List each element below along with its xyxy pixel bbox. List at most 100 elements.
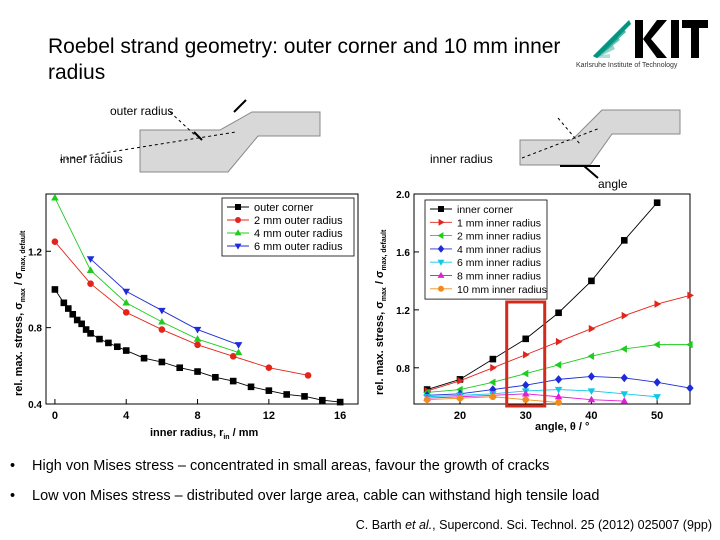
legend-marker [235, 217, 241, 223]
data-point [653, 199, 661, 206]
data-point [122, 288, 131, 296]
data-point [69, 310, 77, 318]
bullet-symbol: • [10, 458, 16, 474]
data-point [620, 345, 627, 353]
legend-label: 2 mm inner radius [457, 231, 541, 243]
data-point [194, 368, 201, 375]
data-point [78, 320, 85, 328]
citation-rest: , Supercond. Sci. Technol. 25 (2012) 025… [432, 518, 712, 532]
data-point [87, 280, 94, 288]
label-inner-radius-left: inner radius [60, 152, 123, 166]
data-point [523, 350, 530, 359]
y-tick-label: 0.8 [28, 324, 42, 335]
data-point [229, 377, 237, 385]
data-point [60, 299, 68, 307]
data-point [86, 266, 95, 274]
data-point [105, 339, 112, 347]
data-point [193, 326, 202, 334]
legend-marker [234, 229, 242, 236]
chart-right-series [423, 199, 694, 406]
logo-subtitle: Karlsruhe Institute of Technology [576, 62, 678, 69]
data-point [301, 393, 308, 400]
data-point [620, 397, 629, 404]
legend-label: 4 mm inner radius [457, 244, 541, 256]
slide-title: Roebel strand geometry: outer corner and… [48, 35, 561, 84]
y-tick-label: 1.2 [28, 247, 42, 258]
data-point [588, 324, 596, 333]
data-point [654, 300, 662, 308]
x-tick-label: 30 [520, 410, 532, 422]
legend-label: 2 mm outer radius [254, 215, 343, 227]
data-point [489, 393, 497, 401]
series-line [427, 202, 658, 390]
data-point [114, 343, 121, 351]
data-point [265, 387, 273, 394]
data-point [620, 373, 628, 383]
data-point [653, 394, 661, 401]
data-point [686, 340, 693, 349]
legend-marker [437, 259, 445, 266]
legend-label: inner corner [457, 204, 514, 216]
label-outer-radius: outer radius [110, 104, 173, 118]
label-angle: angle [598, 177, 628, 191]
data-point [158, 358, 166, 366]
x-tick-label: 12 [263, 410, 275, 422]
citation-author: C. Barth [355, 518, 402, 532]
legend-marker [438, 285, 444, 292]
legend-marker [234, 243, 242, 250]
data-point [193, 335, 202, 342]
data-point [234, 342, 243, 349]
legend-label: outer corner [254, 202, 314, 214]
data-point [51, 286, 59, 293]
legend-marker [437, 271, 445, 278]
legend-marker [437, 245, 445, 253]
data-point [304, 372, 312, 379]
data-point [522, 396, 530, 403]
data-point [73, 316, 81, 324]
data-point [283, 391, 290, 398]
bullet-text-2: Low von Mises stress – distributed over … [32, 488, 600, 504]
data-point [194, 341, 201, 349]
data-point [96, 335, 103, 343]
geometry-diagram-left: outer radius inner radius [59, 99, 321, 173]
citation: C. Barth et al., Supercond. Sci. Technol… [356, 518, 712, 532]
data-point [122, 298, 131, 306]
data-point [212, 373, 219, 381]
y-tick-label: 1.2 [396, 306, 410, 317]
data-point [587, 388, 596, 395]
chart-left-ylabel: rel. max. stress, σmax / σmax, default [13, 230, 27, 396]
legend-label: 1 mm inner radius [457, 217, 541, 229]
data-point [522, 335, 530, 343]
chart-left-xlabel: inner radius, rin / mm [150, 427, 259, 441]
chart-left-series [51, 193, 344, 406]
kit-logo [593, 20, 708, 58]
data-point [653, 340, 660, 349]
data-point [86, 256, 95, 263]
data-point [82, 326, 90, 333]
legend-marker [235, 204, 241, 210]
data-point [336, 398, 344, 406]
data-point [234, 348, 243, 356]
data-point [158, 307, 166, 315]
label-inner-radius-right: inner radius [430, 152, 493, 166]
data-point [686, 383, 694, 393]
data-point [588, 277, 595, 285]
data-point [554, 375, 563, 384]
x-tick-label: 40 [585, 410, 597, 422]
data-point [489, 355, 497, 363]
x-tick-label: 20 [454, 410, 466, 422]
data-point [554, 361, 562, 369]
data-point [687, 291, 694, 300]
data-point [587, 395, 596, 403]
logo-fan-icon [593, 20, 631, 58]
data-point [140, 354, 148, 362]
x-tick-label: 0 [52, 410, 58, 422]
data-point [64, 305, 72, 312]
citation-etal: et al. [405, 518, 433, 532]
x-tick-label: 50 [651, 410, 663, 422]
data-point [621, 311, 629, 320]
data-point [51, 193, 59, 201]
